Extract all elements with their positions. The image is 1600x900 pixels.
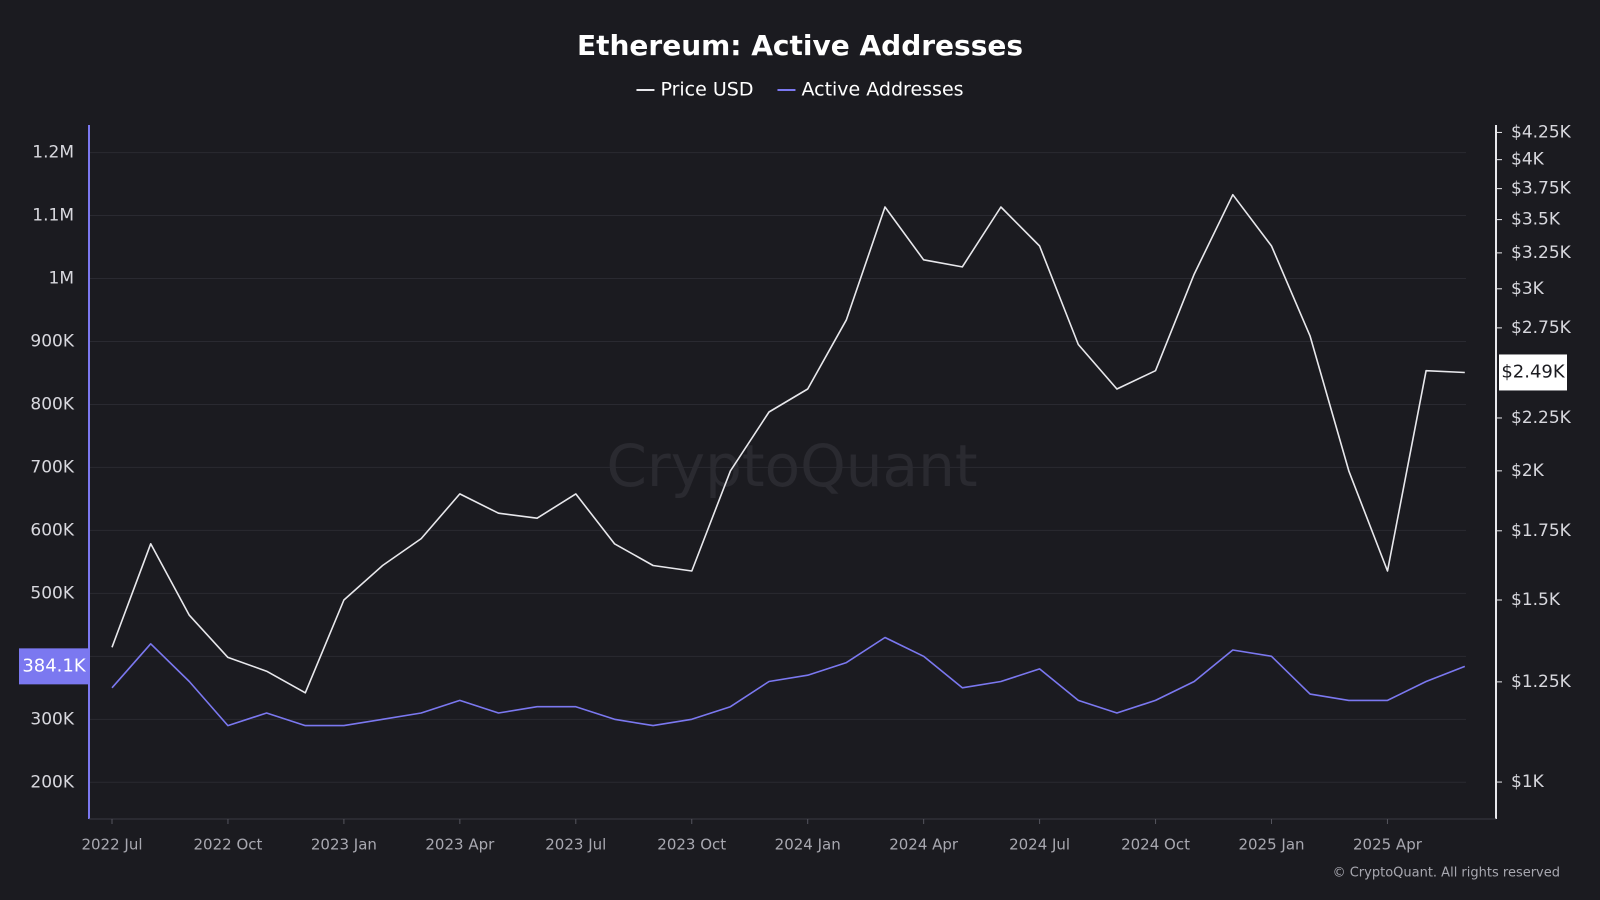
y2-tick-label: $1K: [1511, 772, 1545, 792]
last-value-badge: [1499, 354, 1567, 391]
legend-item: Active Addresses: [777, 79, 964, 101]
y-tick-label: 1.1M: [32, 206, 74, 226]
y2-tick-label: $3K: [1511, 279, 1545, 299]
y2-tick-label: $2.75K: [1511, 318, 1572, 338]
y2-tick-label: $3.5K: [1511, 210, 1561, 230]
credit: © CryptoQuant. All rights reserved: [1333, 866, 1560, 881]
y2-tick-label: $3.25K: [1511, 243, 1572, 263]
x-tick-label: 2024 Apr: [889, 836, 959, 854]
y2-tick-label: $3.75K: [1511, 179, 1572, 199]
y2-tick-label: $4.25K: [1511, 122, 1572, 142]
y2-tick-label: $1.75K: [1511, 521, 1572, 541]
x-tick-label: 2025 Jan: [1238, 836, 1304, 854]
x-tick-label: 2022 Jul: [81, 836, 142, 854]
x-tick-label: 2023 Oct: [657, 836, 726, 854]
watermark: CryptoQuant: [606, 432, 977, 500]
last-value-label: $2.49K: [1501, 361, 1566, 382]
y2-tick-label: $1.25K: [1511, 672, 1572, 692]
x-tick-label: 2022 Oct: [194, 836, 263, 854]
y-tick-label: 300K: [30, 709, 74, 729]
legend-item: Price USD: [636, 79, 753, 101]
x-tick-label: 2024 Jan: [775, 836, 841, 854]
y2-tick-label: $2K: [1511, 461, 1545, 481]
y2-tick-label: $1.5K: [1511, 590, 1561, 610]
y2-tick-label: $4K: [1511, 150, 1545, 170]
y-tick-label: 700K: [30, 457, 74, 477]
series-line: [111, 193, 1465, 694]
x-tick-label: 2025 Apr: [1353, 836, 1423, 854]
y-tick-label: 900K: [30, 331, 74, 351]
legend-label: Active Addresses: [801, 79, 963, 101]
legend-label: Price USD: [660, 79, 753, 101]
chart-title: Ethereum: Active Addresses: [577, 29, 1023, 62]
y-tick-label: 1.2M: [32, 143, 74, 163]
series-line: [111, 636, 1466, 727]
x-tick-label: 2024 Oct: [1121, 836, 1190, 854]
y-tick-label: 1M: [49, 269, 74, 289]
y2-tick-label: $2.25K: [1511, 408, 1572, 428]
y-tick-label: 600K: [30, 520, 74, 540]
y-tick-label: 500K: [30, 583, 74, 603]
x-tick-label: 2024 Jul: [1009, 836, 1070, 854]
last-value-badge: [19, 648, 89, 685]
y-tick-label: 200K: [30, 772, 74, 792]
x-tick-label: 2023 Jul: [545, 836, 606, 854]
y-tick-label: 800K: [30, 394, 74, 414]
last-value-label: 384.1K: [22, 655, 87, 676]
x-tick-label: 2023 Apr: [425, 836, 495, 854]
x-tick-label: 2023 Jan: [311, 836, 377, 854]
